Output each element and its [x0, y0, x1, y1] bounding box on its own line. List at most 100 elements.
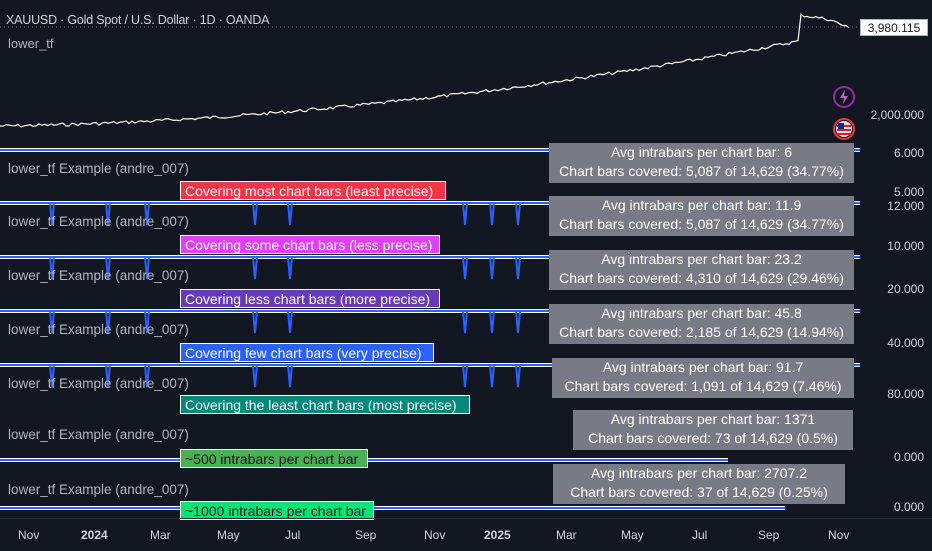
pane-plot [0, 506, 785, 510]
pane-title[interactable]: lower_tf Example (andre_007) [8, 268, 189, 283]
pane-scale-label: 0.000 [893, 500, 924, 514]
pane-title[interactable]: lower_tf Example (andre_007) [8, 376, 189, 391]
intrabar-spike [105, 256, 111, 280]
time-axis-label: Sep [355, 528, 377, 542]
intrabar-spike [252, 310, 258, 334]
coverage-label: ~500 intrabars per chart bar [180, 449, 368, 468]
intrabar-spike [462, 256, 468, 280]
intrabar-spike [252, 256, 258, 280]
intrabar-spike [515, 310, 521, 334]
intrabar-spike [144, 310, 150, 334]
intrabar-spike [144, 364, 150, 388]
avg-intrabars-text: Avg intrabars per chart bar: 6 [610, 144, 793, 160]
time-axis-label: Sep [758, 528, 780, 542]
intrabar-spike [515, 202, 521, 226]
indicator-pane[interactable]: lower_tf Example (andre_007) Covering mos… [0, 143, 860, 200]
time-axis-label: Nov [828, 528, 850, 542]
intrabar-spike [49, 202, 55, 226]
stats-table: Avg intrabars per chart bar: 23.2 Chart b… [549, 250, 854, 290]
intrabar-spike [49, 310, 55, 334]
intrabar-spike [252, 202, 258, 226]
coverage-label: Covering the least chart bars (most prec… [180, 395, 470, 414]
pane-title[interactable]: lower_tf Example (andre_007) [8, 214, 189, 229]
indicator-pane[interactable]: lower_tf Example (andre_007) ~500 intraba… [0, 410, 860, 468]
avg-intrabars-text: Avg intrabars per chart bar: 45.8 [601, 305, 802, 321]
intrabar-spike [515, 256, 521, 280]
bars-covered-text: Chart bars covered: 4,310 of 14,629 (29.… [559, 270, 844, 286]
indicator-pane[interactable]: lower_tf Example (andre_007) Covering les… [0, 250, 860, 308]
stats-table: Avg intrabars per chart bar: 45.8 Chart b… [549, 304, 854, 344]
intrabar-spike [489, 310, 495, 334]
indicator-pane[interactable]: lower_tf Example (andre_007) Covering som… [0, 196, 860, 254]
coverage-label: Covering most chart bars (least precise) [180, 181, 446, 200]
intrabar-spike [144, 256, 150, 280]
stats-table: Avg intrabars per chart bar: 91.7 Chart b… [552, 358, 854, 398]
intrabar-spike [462, 202, 468, 226]
intrabar-spike [287, 256, 293, 280]
us-flag-icon[interactable] [833, 118, 855, 140]
coverage-label: ~1000 intrabars per chart bar [180, 501, 374, 520]
intrabar-spike [252, 364, 258, 388]
bars-covered-text: Chart bars covered: 37 of 14,629 (0.25%) [570, 484, 828, 500]
avg-intrabars-text: Avg intrabars per chart bar: 23.2 [601, 251, 802, 267]
time-axis-label: Nov [18, 528, 40, 542]
intrabar-spike [462, 364, 468, 388]
pane-scale-label: 40.000 [887, 336, 924, 350]
avg-intrabars-text: Avg intrabars per chart bar: 2707.2 [590, 465, 808, 481]
stats-table: Avg intrabars per chart bar: 2707.2 Chart… [553, 464, 845, 504]
bars-covered-text: Chart bars covered: 73 of 14,629 (0.5%) [588, 430, 838, 446]
indicator-pane[interactable]: lower_tf Example (andre_007) Covering few… [0, 304, 860, 362]
time-axis-label: 2024 [81, 528, 108, 542]
intrabar-spike [105, 364, 111, 388]
time-axis-label: 2025 [484, 528, 511, 542]
symbol-title[interactable]: XAUUSD · Gold Spot / U.S. Dollar · 1D · … [6, 13, 270, 27]
intrabar-spike [105, 202, 111, 226]
pane-scale-label: 6.000 [893, 146, 924, 160]
intrabar-spike [144, 202, 150, 226]
bars-covered-text: Chart bars covered: 2,185 of 14,629 (14.… [559, 324, 844, 340]
intrabar-spike [462, 310, 468, 334]
pane-scale-label: 12.000 [887, 199, 924, 213]
lightning-icon[interactable] [833, 86, 855, 108]
avg-intrabars-text: Avg intrabars per chart bar: 1371 [610, 411, 816, 427]
intrabar-spike [49, 256, 55, 280]
intrabar-spike [489, 256, 495, 280]
stats-table: Avg intrabars per chart bar: 11.9 Chart b… [549, 196, 854, 236]
intrabar-spike [287, 364, 293, 388]
indicator-pane[interactable]: lower_tf Example (andre_007) Covering the… [0, 358, 860, 414]
indicator-pane[interactable]: lower_tf Example (andre_007) ~1000 intrab… [0, 464, 860, 520]
pane-scale-label: 5.000 [893, 185, 924, 199]
price-line-svg [0, 12, 860, 128]
intrabar-spike [515, 364, 521, 388]
avg-intrabars-text: Avg intrabars per chart bar: 91.7 [602, 359, 804, 375]
intrabar-spike [49, 364, 55, 388]
bars-covered-text: Chart bars covered: 1,091 of 14,629 (7.4… [564, 378, 842, 394]
time-axis[interactable]: Nov 2024 Mar May Jul Sep Nov 2025 Mar May Jul Sep No… [0, 518, 932, 551]
time-axis-label: Jul [692, 528, 708, 542]
time-axis-label: Nov [424, 528, 446, 542]
intrabar-spike [489, 364, 495, 388]
intrabar-spike [287, 202, 293, 226]
current-price-badge: 3,980.115 [860, 19, 928, 36]
avg-intrabars-text: Avg intrabars per chart bar: 11.9 [601, 197, 802, 213]
price-series-line [0, 12, 850, 128]
bars-covered-text: Chart bars covered: 5,087 of 14,629 (34.… [559, 216, 844, 232]
time-axis-label: May [621, 528, 644, 542]
intrabar-spike [287, 310, 293, 334]
time-axis-label: May [217, 528, 240, 542]
time-axis-label: Mar [556, 528, 577, 542]
time-axis-label: Mar [150, 528, 171, 542]
pane-title[interactable]: lower_tf Example (andre_007) [8, 161, 189, 176]
main-price-chart[interactable] [0, 0, 860, 145]
pane-title[interactable]: lower_tf Example (andre_007) [8, 427, 189, 442]
coverage-label: Covering few chart bars (very precise) [180, 343, 434, 362]
pane-title[interactable]: lower_tf Example (andre_007) [8, 322, 189, 337]
time-axis-label: Jul [285, 528, 301, 542]
bars-covered-text: Chart bars covered: 5,087 of 14,629 (34.… [559, 163, 844, 179]
indicator-name[interactable]: lower_tf [8, 36, 54, 51]
pane-title[interactable]: lower_tf Example (andre_007) [8, 482, 189, 497]
stats-table: Avg intrabars per chart bar: 6 Chart bars… [549, 143, 854, 183]
pane-scale-label: 10.000 [887, 239, 924, 253]
intrabar-spike [489, 202, 495, 226]
stats-table: Avg intrabars per chart bar: 1371 Chart b… [573, 410, 853, 450]
